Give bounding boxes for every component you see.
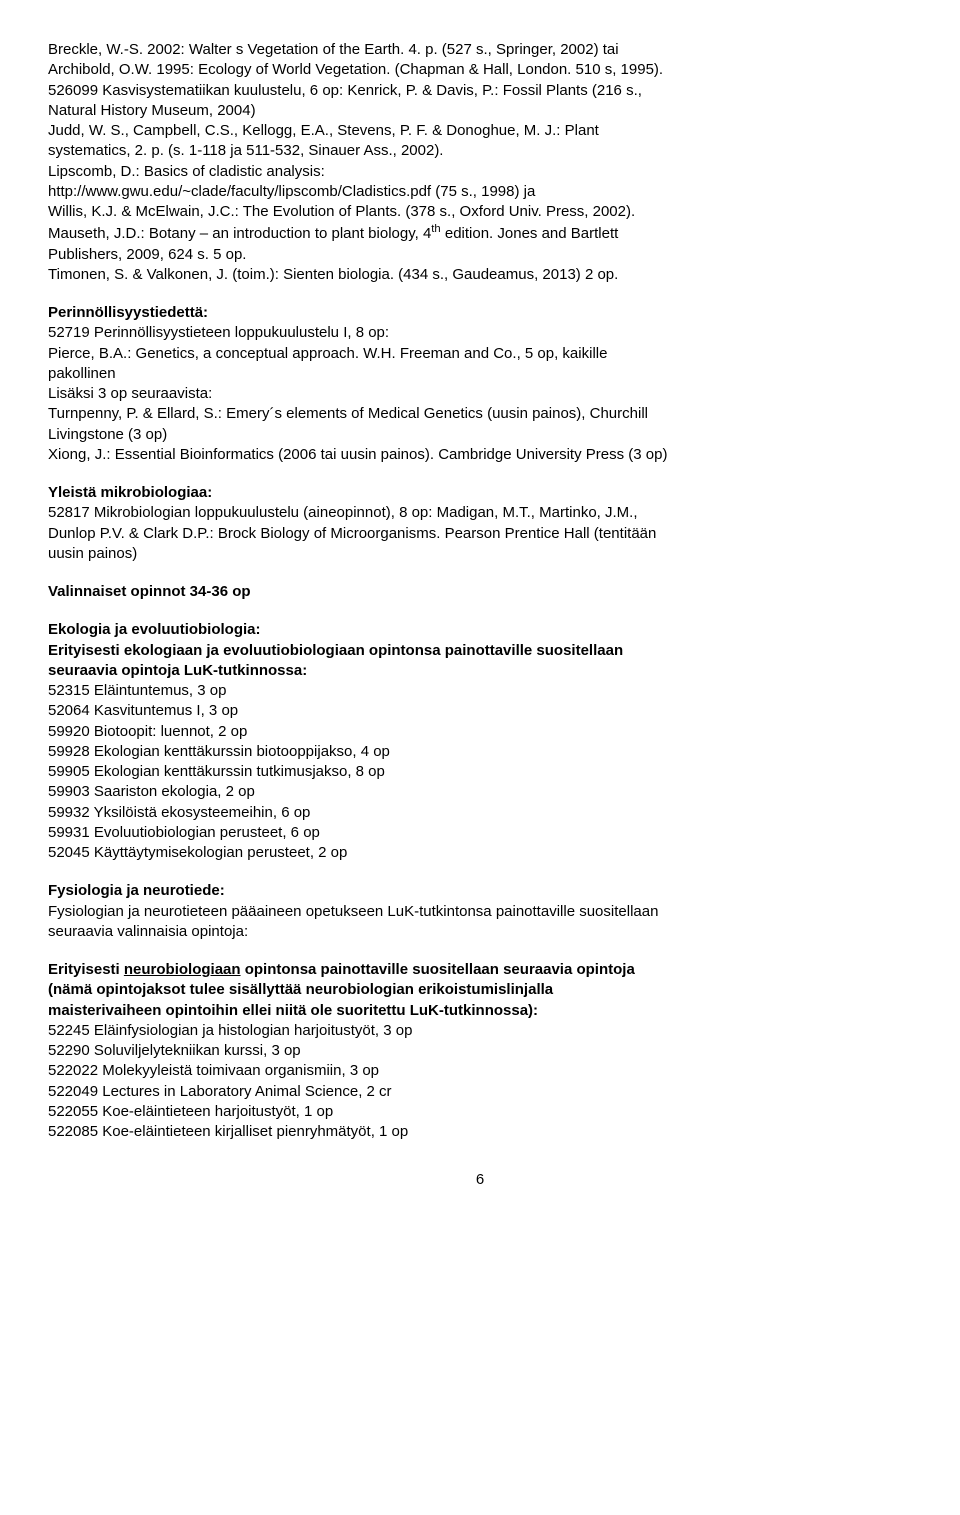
paragraph-fysiologia: Fysiologia ja neurotiede: Fysiologian ja… <box>48 881 912 942</box>
ekologia-course-item: 59920 Biotoopit: luennot, 2 op <box>48 722 912 742</box>
neurobio-post: opintonsa painottaville suositellaan seu… <box>241 961 635 978</box>
ekologia-course-item: 59931 Evoluutiobiologian perusteet, 6 op <box>48 823 912 843</box>
ekologia-subheading: seuraavia opintoja LuK-tutkinnossa: <box>48 661 912 681</box>
ekologia-course-item: 59932 Yksilöistä ekosysteemeihin, 6 op <box>48 803 912 823</box>
paragraph-references-1: Breckle, W.-S. 2002: Walter s Vegetation… <box>48 40 912 285</box>
perinnollisyys-line: Livingstone (3 op) <box>48 425 912 445</box>
neurobio-course-item: 522049 Lectures in Laboratory Animal Sci… <box>48 1082 912 1102</box>
perinnollisyys-line: Pierce, B.A.: Genetics, a conceptual app… <box>48 344 912 364</box>
reference-line: Judd, W. S., Campbell, C.S., Kellogg, E.… <box>48 121 912 141</box>
page-number: 6 <box>48 1170 912 1190</box>
ekologia-subheading: Erityisesti ekologiaan ja evoluutiobiolo… <box>48 641 912 661</box>
paragraph-ekologia: Ekologia ja evoluutiobiologia: Erityises… <box>48 620 912 863</box>
ekologia-course-item: 59903 Saariston ekologia, 2 op <box>48 782 912 802</box>
perinnollisyys-line: 52719 Perinnöllisyystieteen loppukuulust… <box>48 323 912 343</box>
mikrobiologia-line: Dunlop P.V. & Clark D.P.: Brock Biology … <box>48 524 912 544</box>
fysiologia-line: Fysiologian ja neurotieteen pääaineen op… <box>48 902 912 922</box>
heading-valinnaiset: Valinnaiset opinnot 34-36 op <box>48 582 912 602</box>
neurobio-pre: Erityisesti <box>48 961 124 978</box>
heading-perinnollisyys: Perinnöllisyystiedettä: <box>48 303 912 323</box>
mikrobiologia-line: uusin painos) <box>48 544 912 564</box>
heading-valinnaiset-text: Valinnaiset opinnot 34-36 op <box>48 583 251 600</box>
ekologia-course-item: 52064 Kasvituntemus I, 3 op <box>48 701 912 721</box>
neurobio-course-item: 522085 Koe-eläintieteen kirjalliset pien… <box>48 1122 912 1142</box>
reference-line: Willis, K.J. & McElwain, J.C.: The Evolu… <box>48 202 912 222</box>
heading-neurobiologia-line1: Erityisesti neurobiologiaan opintonsa pa… <box>48 960 912 980</box>
reference-line: Publishers, 2009, 624 s. 5 op. <box>48 245 912 265</box>
reference-line: systematics, 2. p. (s. 1-118 ja 511-532,… <box>48 141 912 161</box>
reference-line: Natural History Museum, 2004) <box>48 101 912 121</box>
neurobio-course-item: 522055 Koe-eläintieteen harjoitustyöt, 1… <box>48 1102 912 1122</box>
reference-line: Archibold, O.W. 1995: Ecology of World V… <box>48 60 912 80</box>
paragraph-perinnollisyys: Perinnöllisyystiedettä: 52719 Perinnölli… <box>48 303 912 465</box>
reference-line: Mauseth, J.D.: Botany – an introduction … <box>48 222 912 244</box>
paragraph-neurobiologia: Erityisesti neurobiologiaan opintonsa pa… <box>48 960 912 1142</box>
heading-ekologia: Ekologia ja evoluutiobiologia: <box>48 620 912 640</box>
heading-fysiologia: Fysiologia ja neurotiede: <box>48 881 912 901</box>
neurobio-course-item: 52245 Eläinfysiologian ja histologian ha… <box>48 1021 912 1041</box>
neurobio-bold-line: (nämä opintojaksot tulee sisällyttää neu… <box>48 980 912 1000</box>
ekologia-course-item: 52315 Eläintuntemus, 3 op <box>48 681 912 701</box>
perinnollisyys-line: pakollinen <box>48 364 912 384</box>
neurobio-bold-line: maisterivaiheen opintoihin ellei niitä o… <box>48 1001 912 1021</box>
fysiologia-line: seuraavia valinnaisia opintoja: <box>48 922 912 942</box>
perinnollisyys-line: Xiong, J.: Essential Bioinformatics (200… <box>48 445 912 465</box>
reference-line: Lipscomb, D.: Basics of cladistic analys… <box>48 162 912 182</box>
ekologia-course-item: 59905 Ekologian kenttäkurssin tutkimusja… <box>48 762 912 782</box>
reference-line: Timonen, S. & Valkonen, J. (toim.): Sien… <box>48 265 912 285</box>
paragraph-mikrobiologia: Yleistä mikrobiologiaa: 52817 Mikrobiolo… <box>48 483 912 564</box>
neurobio-course-item: 52290 Soluviljelytekniikan kurssi, 3 op <box>48 1041 912 1061</box>
reference-line: 526099 Kasvisystematiikan kuulustelu, 6 … <box>48 81 912 101</box>
reference-line: http://www.gwu.edu/~clade/faculty/lipsco… <box>48 182 912 202</box>
neurobio-underline: neurobiologiaan <box>124 961 241 978</box>
ekologia-course-item: 59928 Ekologian kenttäkurssin biotooppij… <box>48 742 912 762</box>
ekologia-course-item: 52045 Käyttäytymisekologian perusteet, 2… <box>48 843 912 863</box>
perinnollisyys-line: Turnpenny, P. & Ellard, S.: Emery´s elem… <box>48 404 912 424</box>
reference-line: Breckle, W.-S. 2002: Walter s Vegetation… <box>48 40 912 60</box>
mikrobiologia-line: 52817 Mikrobiologian loppukuulustelu (ai… <box>48 503 912 523</box>
heading-mikrobiologia: Yleistä mikrobiologiaa: <box>48 483 912 503</box>
neurobio-course-item: 522022 Molekyyleistä toimivaan organismi… <box>48 1061 912 1081</box>
perinnollisyys-line: Lisäksi 3 op seuraavista: <box>48 384 912 404</box>
